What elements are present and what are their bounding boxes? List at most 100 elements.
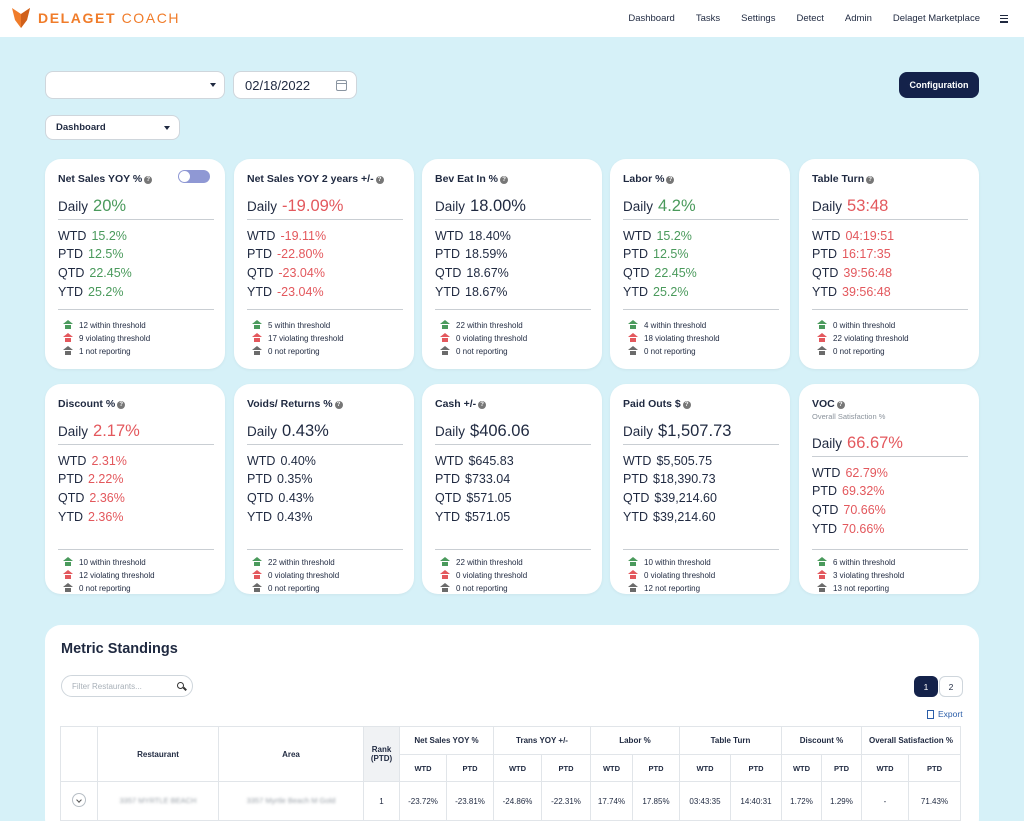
not-reporting-row[interactable]: 0 not reporting [63,583,131,593]
help-icon[interactable]: ? [117,401,126,409]
nav-admin[interactable]: Admin [844,13,872,24]
net-sales-yoy-header[interactable]: Net Sales YOY % [399,726,494,755]
metric-card-paid-outs[interactable]: Paid Outs $? Daily $1,507.73 WTD $5,505.75 PT… [610,384,790,594]
nav-marketplace[interactable]: Delaget Marketplace [892,13,980,24]
not-reporting-row[interactable]: 0 not reporting [252,583,320,593]
within-threshold-row[interactable]: 5 within threshold [252,320,330,330]
not-reporting-row[interactable]: 12 not reporting [628,583,700,593]
ptd-subheader[interactable]: PTD [541,754,591,782]
help-icon[interactable]: ? [666,176,675,184]
metric-card-table-turn[interactable]: Table Turn? Daily 53:48 WTD 04:19:51 PTD 16:17… [799,159,979,369]
within-threshold-row[interactable]: 0 within threshold [817,320,895,330]
metric-card-cash[interactable]: Cash +/-? Daily $406.06 WTD $645.83 PTD $733.0… [422,384,602,594]
period-label: QTD [247,266,274,280]
ptd-subheader[interactable]: PTD [730,754,782,782]
export-link[interactable]: Export [927,709,963,719]
nav-dashboard[interactable]: Dashboard [628,13,675,24]
within-threshold-row[interactable]: 22 within threshold [440,557,523,567]
help-icon[interactable]: ? [375,176,384,184]
not-reporting-row[interactable]: 0 not reporting [440,583,508,593]
violating-threshold-row[interactable]: 0 violating threshold [440,333,527,343]
nav-detect[interactable]: Detect [796,13,824,24]
not-reporting-row[interactable]: 0 not reporting [440,346,508,356]
daily-row: Daily 20% [58,197,214,220]
chevron-down-icon[interactable] [72,793,86,807]
page-2-button[interactable]: 2 [939,676,963,697]
restaurant-select[interactable] [45,71,225,99]
metric-card-bev-eat-in[interactable]: Bev Eat In %? Daily 18.00% WTD 18.40% PTD 18.5… [422,159,602,369]
not-reporting-row[interactable]: 13 not reporting [817,583,889,593]
violating-threshold-row[interactable]: 18 violating threshold [628,333,720,343]
violating-threshold-row[interactable]: 22 violating threshold [817,333,909,343]
nav-settings[interactable]: Settings [741,13,776,24]
not-reporting-row[interactable]: 1 not reporting [63,346,131,356]
wtd-subheader[interactable]: WTD [590,754,633,782]
ptd-subheader[interactable]: PTD [821,754,862,782]
help-icon[interactable]: ? [334,401,343,409]
within-threshold-row[interactable]: 12 within threshold [63,320,146,330]
metric-card-labor[interactable]: Labor %? Daily 4.2% WTD 15.2% PTD 12.5% QTD 22.4… [610,159,790,369]
nav-tasks[interactable]: Tasks [695,13,721,24]
wtd-subheader[interactable]: WTD [861,754,909,782]
table-turn-header[interactable]: Table Turn [679,726,782,755]
ptd-subheader[interactable]: PTD [446,754,494,782]
violating-threshold-row[interactable]: 12 violating threshold [63,570,155,580]
discount-header[interactable]: Discount % [781,726,862,755]
page-1-button[interactable]: 1 [914,676,938,697]
violating-threshold-row[interactable]: 9 violating threshold [63,333,150,343]
period-row-ytd: YTD $39,214.60 [623,511,716,524]
ptd-subheader[interactable]: PTD [632,754,680,782]
expand-row-cell[interactable] [60,781,98,821]
metric-card-voc[interactable]: VOC? Overall Satisfaction % Daily 66.67% WTD… [799,384,979,594]
not-reporting-row[interactable]: 0 not reporting [817,346,885,356]
metric-card-net-sales-yoy-2-years[interactable]: Net Sales YOY 2 years +/-? Daily -19.09% WT… [234,159,414,369]
card-toggle[interactable] [178,170,210,183]
wtd-subheader[interactable]: WTD [493,754,542,782]
within-threshold-row[interactable]: 10 within threshold [628,557,711,567]
within-threshold-row[interactable]: 22 within threshold [252,557,335,567]
configuration-button[interactable]: Configuration [899,72,979,98]
help-icon[interactable]: ? [866,176,875,184]
house-icon [252,333,262,342]
metric-card-voids-returns[interactable]: Voids/ Returns %? Daily 0.43% WTD 0.40% PTD 0.… [234,384,414,594]
ptd-subheader[interactable]: PTD [908,754,961,782]
metric-card-net-sales-yoy[interactable]: Net Sales YOY %? Daily 20% WTD 15.2% PTD 12.5%… [45,159,225,369]
violating-threshold-row[interactable]: 0 violating threshold [628,570,715,580]
hamburger-menu-icon[interactable] [1000,14,1008,23]
within-threshold-row[interactable]: 4 within threshold [628,320,706,330]
period-label: PTD [435,247,460,261]
trans-yoy-header[interactable]: Trans YOY +/- [493,726,591,755]
period-row-ytd: YTD 25.2% [623,286,688,299]
within-threshold-row[interactable]: 10 within threshold [63,557,146,567]
caret-down-icon [210,83,216,87]
help-icon[interactable]: ? [836,401,845,409]
search-icon[interactable] [177,682,184,689]
period-value: 15.2% [656,229,692,243]
help-icon[interactable]: ? [144,176,153,184]
wtd-subheader[interactable]: WTD [781,754,822,782]
restaurant-header[interactable]: Restaurant [97,726,219,782]
wtd-subheader[interactable]: WTD [399,754,447,782]
area-header[interactable]: Area [218,726,364,782]
dashboard-select[interactable]: Dashboard [45,115,180,140]
help-icon[interactable]: ? [500,176,509,184]
calendar-icon[interactable] [336,80,347,91]
violating-threshold-row[interactable]: 17 violating threshold [252,333,344,343]
not-reporting-row[interactable]: 0 not reporting [628,346,696,356]
date-input[interactable]: 02/18/2022 [233,71,357,99]
help-icon[interactable]: ? [478,401,487,409]
within-threshold-row[interactable]: 6 within threshold [817,557,895,567]
within-threshold-row[interactable]: 22 within threshold [440,320,523,330]
violating-threshold-row[interactable]: 0 violating threshold [252,570,339,580]
violating-threshold-row[interactable]: 3 violating threshold [817,570,904,580]
wtd-subheader[interactable]: WTD [679,754,731,782]
metric-card-discount[interactable]: Discount %? Daily 2.17% WTD 2.31% PTD 2.22% QTD… [45,384,225,594]
overall-satisfaction-header[interactable]: Overall Satisfaction % [861,726,961,755]
rank-header[interactable]: Rank (PTD) [363,726,400,782]
help-icon[interactable]: ? [682,401,691,409]
labor-header[interactable]: Labor % [590,726,680,755]
not-reporting-row[interactable]: 0 not reporting [252,346,320,356]
violating-threshold-row[interactable]: 0 violating threshold [440,570,527,580]
filter-restaurants-input[interactable]: Filter Restaurants... [61,675,193,697]
brand-logo[interactable]: DELAGET COACH [12,8,180,28]
